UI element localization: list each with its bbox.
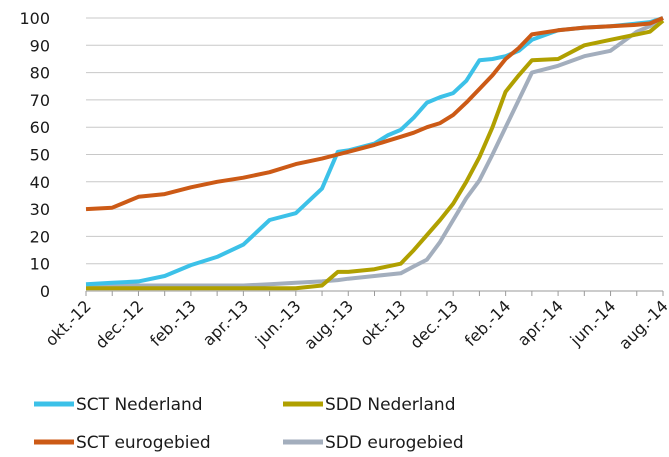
y-tick-label: 80 [30, 64, 50, 83]
series-lines [85, 16, 665, 291]
y-tick-label: 100 [19, 9, 50, 28]
legend-label-sdd-eurogebied: SDD eurogebied [325, 433, 464, 453]
gridlines [86, 17, 663, 292]
y-tick-label: 30 [30, 200, 50, 219]
legend-label-sdd-nederland: SDD Nederland [325, 395, 456, 415]
legend-label-sct-eurogebied: SCT eurogebied [76, 433, 211, 453]
series-line-sct-eurogebied [85, 16, 664, 212]
series-line-sdd-nederland [86, 19, 665, 291]
y-tick-label: 0 [40, 282, 50, 301]
x-tick-label: feb.-13 [146, 296, 200, 350]
x-tick-label: aug.-13 [300, 296, 357, 353]
x-tick-label: okt.-13 [356, 296, 409, 349]
y-tick-label: 10 [30, 255, 50, 274]
x-tick-label: feb.-14 [461, 296, 515, 350]
y-tick-label: 70 [30, 91, 50, 110]
x-tick-label: aug.-14 [615, 296, 669, 353]
y-tick-label: 60 [30, 118, 50, 137]
legend: SCT Nederland SDD Nederland SCT eurogebied… [34, 395, 464, 453]
x-tick-label: dec.-13 [406, 296, 462, 352]
x-tick-label: jun.-14 [566, 296, 620, 350]
y-tick-label: 90 [30, 36, 50, 55]
x-tick-label: dec.-12 [91, 296, 147, 352]
legend-label-sct-nederland: SCT Nederland [76, 395, 203, 415]
y-tick-label: 20 [30, 227, 50, 246]
x-tick-label: apr.-14 [514, 296, 567, 349]
x-tick-label: apr.-13 [199, 296, 252, 349]
y-tick-label: 50 [30, 146, 50, 165]
x-tick-label: jun.-13 [251, 296, 305, 350]
series-line-sdd-eurogebied [86, 16, 665, 288]
y-axis-tick-labels: 0 10 20 30 40 50 60 70 80 90 100 [19, 9, 50, 301]
x-tick-label: okt.-12 [41, 296, 94, 349]
y-tick-label: 40 [30, 173, 50, 192]
